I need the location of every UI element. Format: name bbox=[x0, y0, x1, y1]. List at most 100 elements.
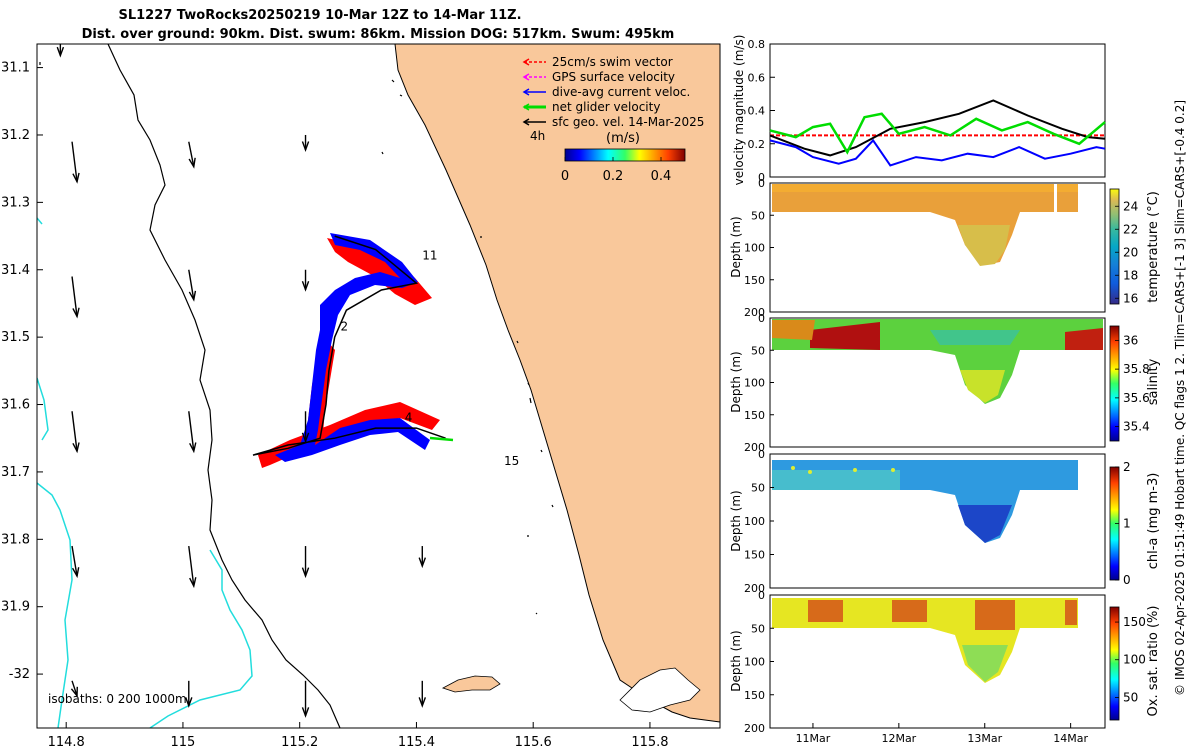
depth-tick-label: 100 bbox=[744, 242, 765, 255]
depth-tick-label: 0 bbox=[758, 448, 765, 461]
depth-tick-label: 100 bbox=[744, 656, 765, 669]
geo-arrow-head bbox=[301, 141, 310, 153]
track-line bbox=[252, 235, 446, 456]
legend-entry: dive-avg current veloc. bbox=[522, 85, 690, 99]
chla-ylabel: Depth (m) bbox=[729, 490, 743, 551]
geo-velocity-arrow bbox=[188, 141, 196, 169]
day-labels: 11 2 4 15 bbox=[341, 249, 520, 469]
colorbar-tick-label: 22 bbox=[1123, 222, 1138, 236]
temperature-colorbar bbox=[1109, 188, 1120, 305]
legend-arrowhead bbox=[522, 58, 530, 66]
colorbar-tick-label: 18 bbox=[1123, 268, 1138, 282]
depth-tick-label: 150 bbox=[744, 689, 765, 702]
geo-velocity-arrow bbox=[418, 546, 427, 569]
colorbar-tick-label: 36 bbox=[1123, 333, 1138, 347]
salinity-deep bbox=[960, 370, 1005, 403]
speed-colorbar-tick-label: 0.4 bbox=[651, 169, 672, 184]
map-y-tick-label: 31.9 bbox=[1, 600, 30, 615]
velocity-ylabel: velocity magnitude (m/s) bbox=[732, 35, 746, 186]
geo-arrow-head bbox=[70, 686, 78, 698]
map-x-tick-label: 115.6 bbox=[515, 735, 552, 750]
temperature-ylabel: Depth (m) bbox=[729, 216, 743, 277]
depth-tick-label: 150 bbox=[744, 409, 765, 422]
speed-colorbar-tick-label: 0 bbox=[561, 169, 569, 184]
time-tick-label: 13Mar bbox=[967, 732, 1002, 745]
geo-arrow-shaft bbox=[71, 411, 78, 452]
velocity-series-line bbox=[769, 112, 1106, 155]
geo-vectors bbox=[56, 44, 427, 718]
title-line-1: SL1227 TwoRocks20250219 10-Mar 12Z to 14… bbox=[118, 8, 521, 23]
map-frame bbox=[36, 43, 721, 729]
legend-entry: 25cm/s swim vector bbox=[522, 55, 673, 69]
depth-tick-label: 100 bbox=[744, 515, 765, 528]
legend-arrowhead bbox=[522, 88, 530, 96]
map-x-tick-label: 114.8 bbox=[48, 735, 85, 750]
map-x-tick-label: 115.8 bbox=[631, 735, 668, 750]
legend-label: dive-avg current veloc. bbox=[552, 85, 690, 99]
salinity-colorbar bbox=[1109, 325, 1120, 442]
colorbar-tick-label: 35.6 bbox=[1123, 391, 1150, 405]
time-axis: 11Mar 12Mar 13Mar 14Mar bbox=[796, 723, 1088, 745]
geo-arrow-head bbox=[72, 442, 80, 454]
depth-tick-label: 0 bbox=[758, 312, 765, 325]
geo-velocity-arrow bbox=[301, 411, 310, 444]
colorbar-tick-label: 50 bbox=[1123, 690, 1138, 704]
depth-tick-label: 150 bbox=[744, 549, 765, 562]
time-tick-label: 11Mar bbox=[796, 732, 831, 745]
speed-colorbar bbox=[564, 148, 686, 162]
time-tick-label: 12Mar bbox=[881, 732, 916, 745]
chla-deep bbox=[958, 505, 1012, 543]
geo-velocity-arrow bbox=[301, 680, 310, 718]
salinity-low bbox=[930, 330, 1020, 345]
geo-arrow-shaft bbox=[188, 545, 195, 587]
colorbar-tick-label: 20 bbox=[1123, 245, 1138, 259]
legend-entry: GPS surface velocity bbox=[522, 70, 675, 84]
oxygen-cbar-label: Ox. sat. ratio (%) bbox=[1146, 606, 1161, 717]
geo-velocity-arrow bbox=[301, 546, 310, 579]
day-label: 2 bbox=[341, 319, 349, 333]
salinity-cbar-label: salinity bbox=[1146, 358, 1161, 405]
isobaths-label: isobaths: 0 200 1000m bbox=[48, 692, 187, 706]
geo-velocity-arrow bbox=[71, 276, 80, 319]
track-swim-band bbox=[258, 238, 440, 468]
map-x-tick-label: 115.2 bbox=[281, 735, 318, 750]
geo-velocity-arrow bbox=[418, 680, 427, 708]
geo-velocity-arrow bbox=[188, 411, 197, 454]
map-estuary bbox=[619, 667, 701, 713]
colorbar-tick-label: 35.4 bbox=[1123, 420, 1150, 434]
geo-arrow-shaft bbox=[188, 411, 195, 452]
legend-arrowhead bbox=[522, 103, 530, 111]
map-y-tick-label: 31.1 bbox=[1, 61, 30, 76]
salinity-ylabel: Depth (m) bbox=[729, 351, 743, 412]
colorbar-unit-label: (m/s) bbox=[606, 131, 640, 146]
velocity-series-line bbox=[769, 99, 1106, 157]
net-velocity-marker bbox=[429, 436, 454, 442]
geo-arrow-head bbox=[189, 442, 197, 454]
velocity-panel: 0 0.2 0.4 0.6 0.8 velocity magnitude (m/s) bbox=[732, 35, 1106, 186]
legend-arrowhead bbox=[522, 73, 530, 81]
geo-velocity-arrow bbox=[70, 680, 78, 698]
velocity-series-line bbox=[769, 138, 1106, 167]
depth-tick-label: 50 bbox=[751, 344, 765, 357]
geo-velocity-arrow bbox=[185, 680, 193, 708]
geo-velocity-arrow bbox=[71, 141, 80, 184]
velocity-y-tick-label: 0 bbox=[758, 171, 765, 184]
depth-tick-label: 200 bbox=[744, 722, 765, 735]
depth-tick-label: 200 bbox=[744, 582, 765, 595]
salinity-mid-left bbox=[772, 320, 815, 340]
geo-arrow-head bbox=[185, 697, 193, 708]
oxygen-hotspots bbox=[808, 600, 1077, 630]
map-y-tick-label: 31.2 bbox=[1, 128, 30, 143]
day-label: 15 bbox=[504, 454, 519, 468]
geo-arrow-shaft bbox=[71, 545, 78, 577]
map-x-tick-label: 115 bbox=[171, 735, 196, 750]
depth-tick-label: 200 bbox=[744, 306, 765, 319]
geo-arrow-head bbox=[301, 567, 310, 579]
day-label: 4 bbox=[405, 410, 413, 424]
time-tick-label: 14Mar bbox=[1053, 732, 1088, 745]
geo-velocity-arrow bbox=[188, 545, 197, 589]
geo-velocity-arrow bbox=[301, 134, 310, 153]
map-y-tick-label: 31.6 bbox=[1, 398, 30, 413]
